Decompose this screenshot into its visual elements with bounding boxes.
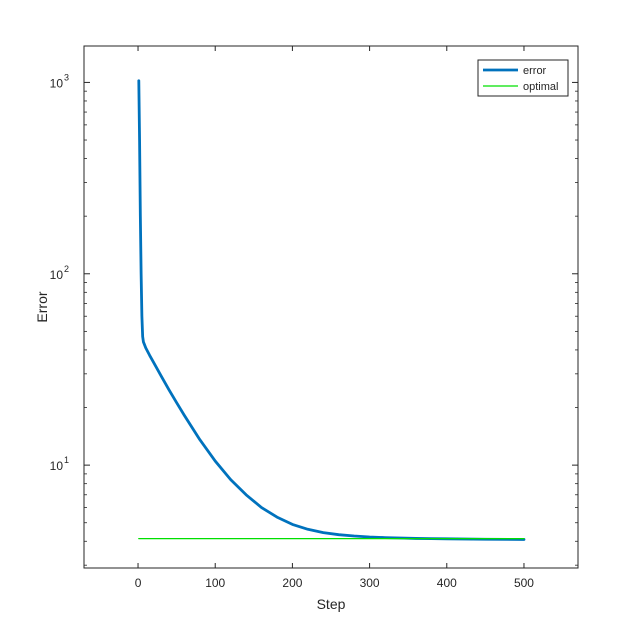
y-tick-label-exponent: 1 <box>64 455 69 465</box>
x-tick-label: 100 <box>205 576 225 590</box>
x-axis-label: Step <box>317 596 346 612</box>
y-tick-label-exponent: 2 <box>64 264 69 274</box>
y-tick-label-exponent: 3 <box>64 72 69 82</box>
x-tick-label: 0 <box>135 576 142 590</box>
x-tick-label: 500 <box>514 576 534 590</box>
y-tick-label-base: 10 <box>50 459 64 473</box>
x-tick-label: 200 <box>282 576 302 590</box>
y-tick-label-base: 10 <box>50 76 64 90</box>
x-tick-label: 400 <box>437 576 457 590</box>
legend-label-optimal: optimal <box>523 81 558 93</box>
legend-box <box>477 59 569 97</box>
plot-area <box>83 45 579 569</box>
plot-lines <box>137 79 526 541</box>
y-axis-label: Error <box>34 291 50 322</box>
y-tick-label-base: 10 <box>50 268 64 282</box>
series-line-error <box>137 79 526 541</box>
legend: error optimal <box>477 59 569 97</box>
legend-label-error: error <box>523 65 547 77</box>
x-tick-label: 300 <box>360 576 380 590</box>
